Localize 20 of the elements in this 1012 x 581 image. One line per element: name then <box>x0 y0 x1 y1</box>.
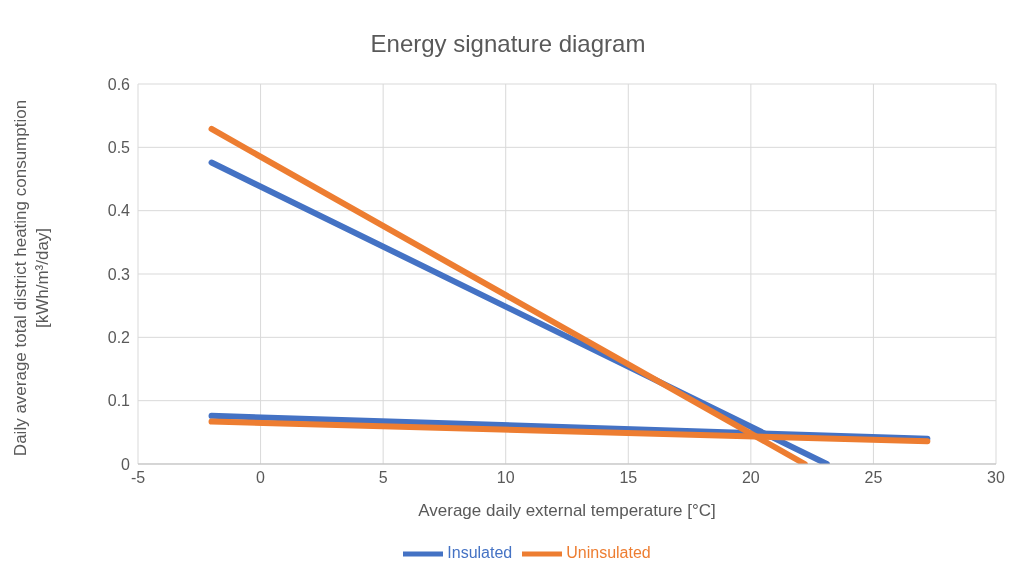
legend-label: Insulated <box>447 544 513 562</box>
y-tick-label: 0.6 <box>107 75 131 93</box>
x-tick-label: 5 <box>378 469 388 487</box>
y-axis-title: Daily average total district heating consumption [kWh/m³/day] <box>11 99 52 457</box>
x-tick-label: 20 <box>741 469 760 487</box>
x-tick-label: -5 <box>130 469 146 487</box>
y-tick-label: 0.1 <box>107 392 131 410</box>
y-tick-label: 0.3 <box>107 265 131 283</box>
y-tick-label: 0 <box>121 455 131 473</box>
x-tick-label: 25 <box>864 469 883 487</box>
y-tick-label: 0.2 <box>107 329 131 347</box>
x-tick-label: 0 <box>256 469 266 487</box>
x-tick-label: 15 <box>619 469 638 487</box>
x-tick-label: 30 <box>987 469 1005 487</box>
legend-label: Uninsulated <box>566 544 651 562</box>
x-axis-title: Average daily external temperature [°C] <box>418 501 716 520</box>
x-tick-label: 10 <box>496 469 515 487</box>
y-tick-label: 0.5 <box>107 139 131 157</box>
chart-title: Energy signature diagram <box>369 29 647 59</box>
y-tick-label: 0.4 <box>107 202 131 220</box>
